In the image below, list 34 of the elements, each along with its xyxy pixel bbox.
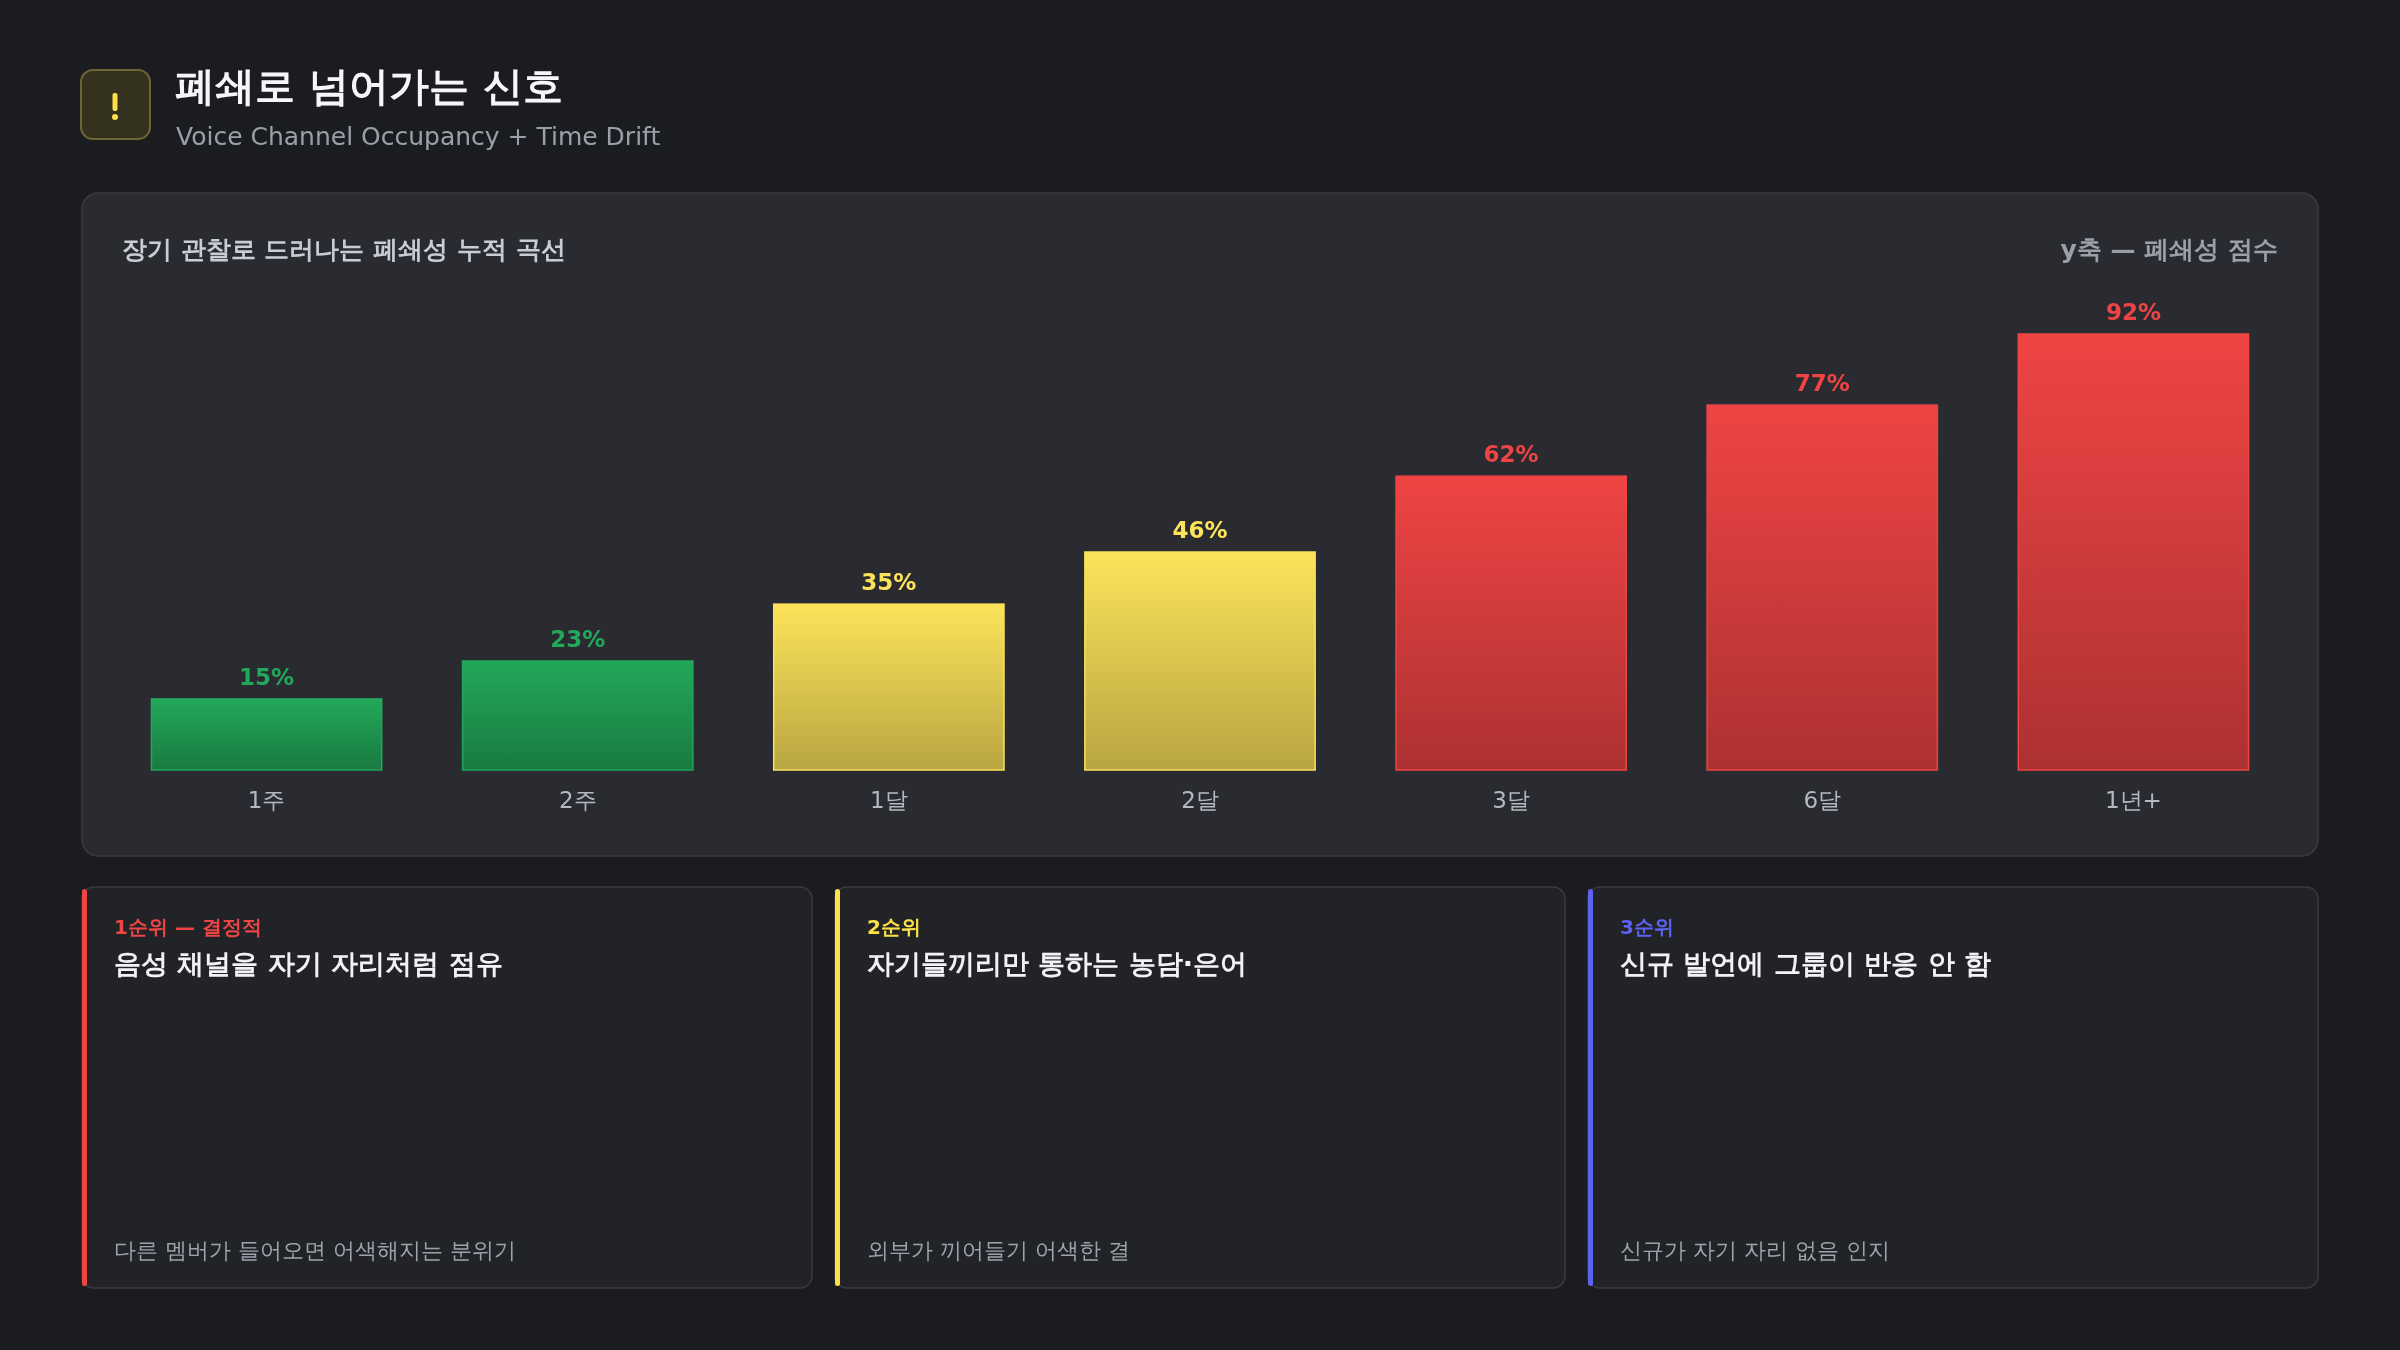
- x-tick-label: 1주: [247, 787, 286, 813]
- text: 음성 채널을 자기 자리처럼 점유: [114, 948, 503, 979]
- data-label: 92%: [2105, 299, 2161, 325]
- x-tick-label: 1년+: [2104, 787, 2162, 813]
- data-label: 77%: [1794, 370, 1850, 397]
- data-label: 35%: [861, 569, 917, 596]
- data-label: 23%: [550, 626, 606, 652]
- text: 신규가 자기 자리 없음 인지: [1620, 1238, 1890, 1263]
- data-label: 15%: [239, 663, 295, 690]
- bar: [1706, 404, 1939, 771]
- chart-subtitle: Voice Channel Occupancy + Time Drift: [176, 122, 661, 151]
- text: 2순위: [867, 915, 921, 939]
- text: 장기 관찰로 드러나는 폐쇄성 누적 곡선: [122, 235, 566, 264]
- bar: [150, 698, 383, 771]
- text: 다른 멤버가 들어오면 어색해지는 분위기: [114, 1238, 516, 1263]
- bar: [2017, 333, 2250, 771]
- text: 외부가 끼어들기 어색한 결: [867, 1238, 1130, 1263]
- text: 신규 발언에 그룹이 반응 안 함: [1620, 948, 1991, 979]
- bar: [772, 603, 1005, 771]
- bar: [1395, 475, 1628, 771]
- text: 1순위 — 결정적: [114, 915, 262, 939]
- chart-title: 폐쇄로 넘어가는 신호: [175, 63, 563, 109]
- x-tick-label: 6달: [1803, 787, 1842, 813]
- y-axis-title: y축 — 폐쇄성 점수: [2060, 235, 2278, 264]
- x-tick-label: 2주: [558, 787, 597, 813]
- data-label: 62%: [1483, 441, 1539, 468]
- data-label: 46%: [1172, 517, 1228, 543]
- x-tick-label: 3달: [1492, 787, 1530, 813]
- bar: [461, 660, 694, 771]
- x-tick-label: 2달: [1181, 787, 1219, 813]
- text: 3순위: [1620, 915, 1674, 939]
- bar: [1084, 551, 1316, 771]
- text: 자기들끼리만 통하는 농담·은어: [867, 948, 1248, 979]
- x-tick-label: 1달: [870, 787, 908, 813]
